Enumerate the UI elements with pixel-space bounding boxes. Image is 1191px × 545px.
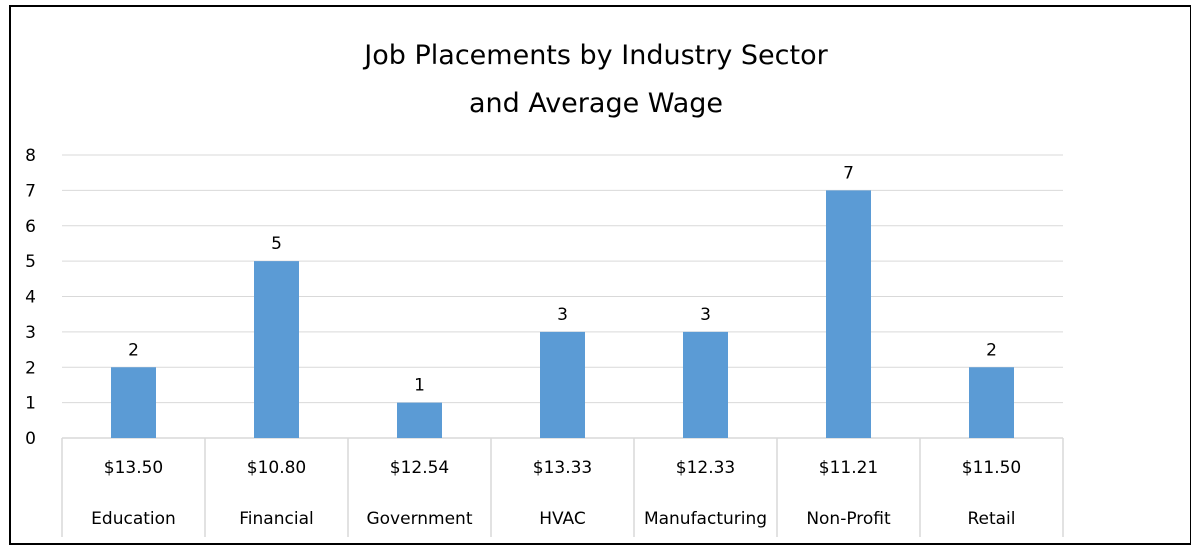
bar [540, 331, 585, 438]
data-label: 2 [128, 340, 139, 360]
chart-title-line-2: and Average Wage [469, 88, 723, 119]
labels: 0 1 2 3 4 5 6 7 8 2 $13.50 Education 5 $10.80 Financia… [25, 146, 1021, 529]
data-label: 5 [271, 234, 282, 254]
category-label: Retail [967, 509, 1015, 529]
category-label: Financial [239, 509, 313, 529]
gridlines [62, 154, 1063, 404]
category-label: Government [366, 509, 472, 529]
bar [826, 190, 871, 438]
data-label: 7 [843, 163, 854, 183]
y-tick-label: 5 [25, 252, 36, 272]
category-label: HVAC [539, 509, 586, 529]
bar [969, 367, 1014, 438]
y-tick-label: 2 [25, 358, 36, 378]
y-tick-label: 0 [25, 429, 36, 449]
y-tick-label: 8 [25, 146, 36, 166]
bar [111, 367, 156, 438]
chart-title-line-1: Job Placements by Industry Sector [362, 40, 828, 71]
y-tick-label: 7 [25, 181, 36, 201]
bar [254, 261, 299, 438]
bar [397, 402, 442, 438]
data-label: 3 [557, 305, 568, 325]
data-label: 1 [414, 376, 425, 396]
category-label: Manufacturing [644, 509, 767, 529]
category-label: Non-Profit [806, 509, 891, 529]
y-tick-label: 6 [25, 217, 36, 237]
data-label: 2 [986, 340, 997, 360]
wage-label: $10.80 [247, 458, 306, 478]
y-tick-label: 1 [25, 394, 36, 414]
wage-label: $12.33 [676, 458, 735, 478]
wage-label: $11.50 [962, 458, 1021, 478]
y-tick-label: 3 [25, 323, 36, 343]
wage-label: $12.54 [390, 458, 449, 478]
category-label: Education [91, 509, 176, 529]
bar [683, 331, 728, 438]
chart-frame [9, 5, 1191, 545]
wage-label: $11.21 [819, 458, 878, 478]
y-tick-label: 4 [25, 288, 36, 308]
wage-label: $13.50 [104, 458, 163, 478]
bars [111, 190, 1014, 438]
data-label: 3 [700, 305, 711, 325]
wage-label: $13.33 [533, 458, 592, 478]
